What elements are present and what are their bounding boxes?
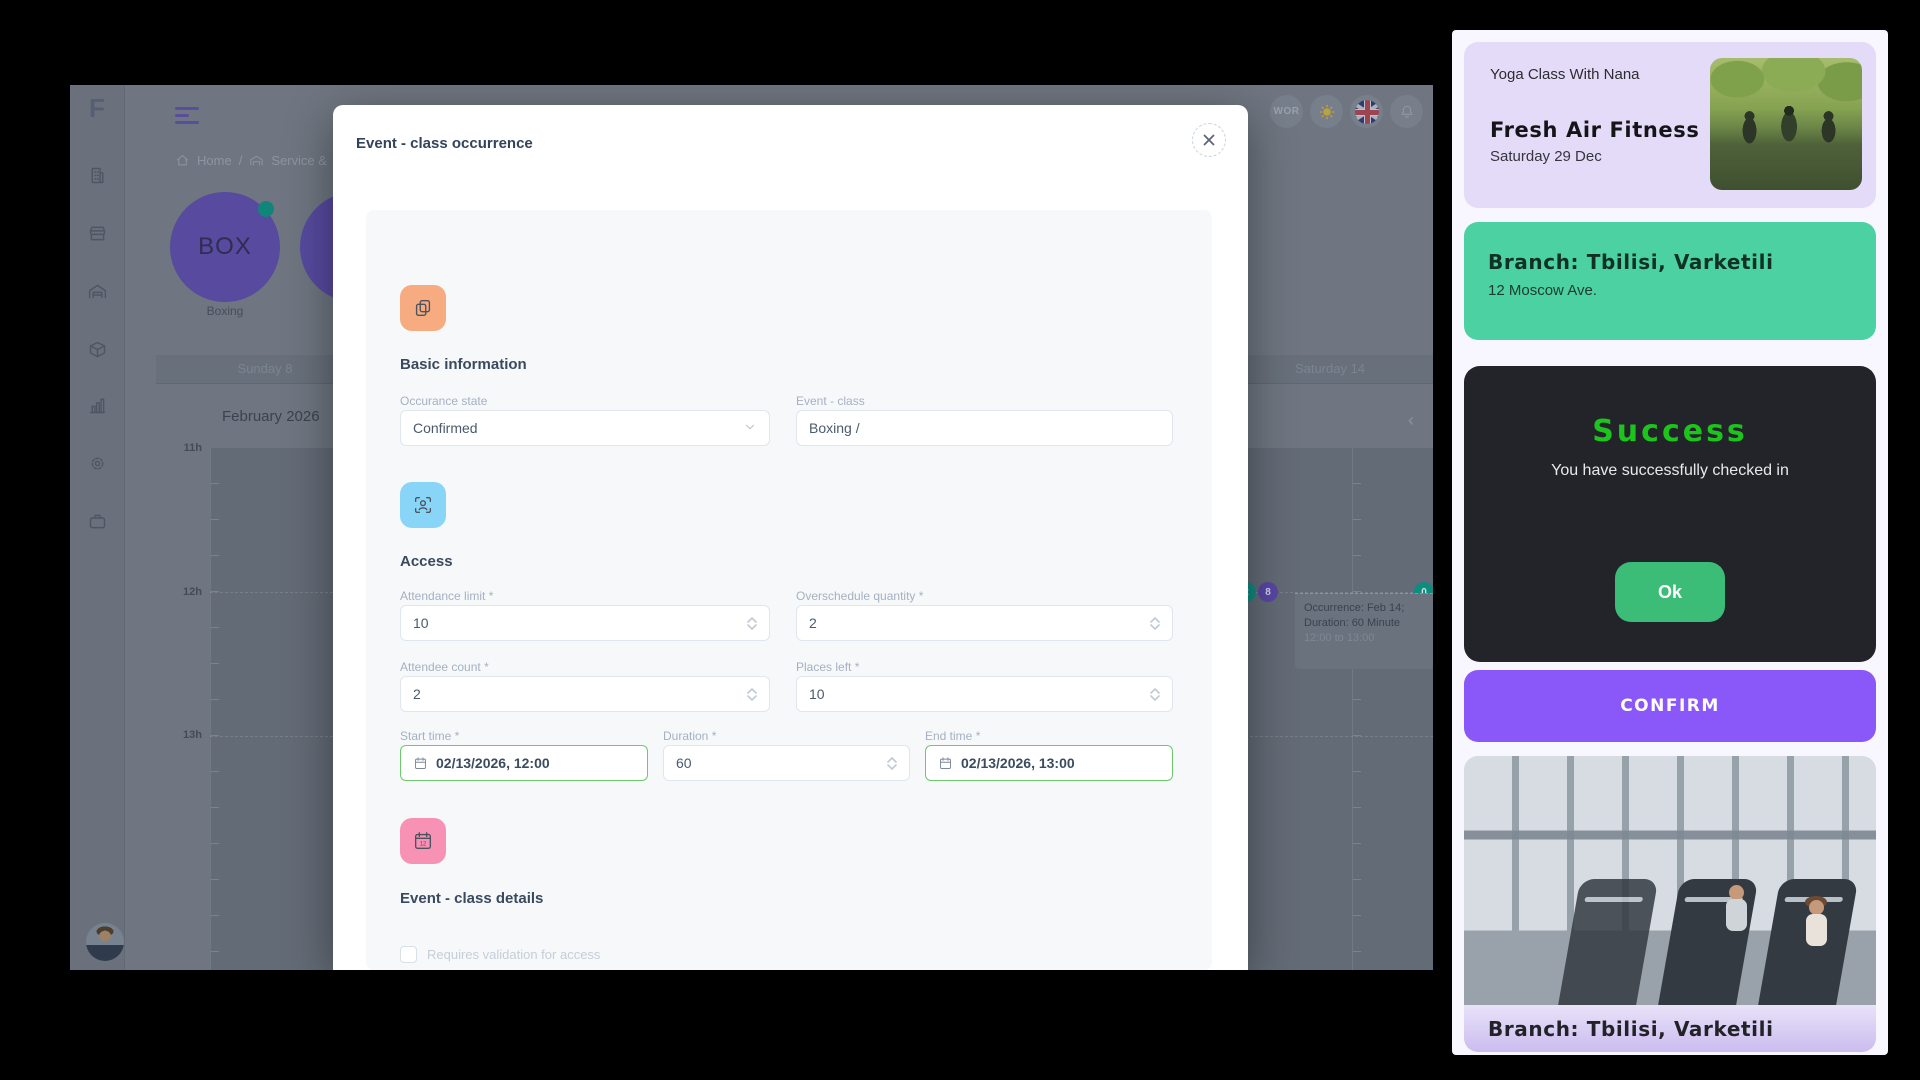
field-label: Occurance state xyxy=(400,394,488,408)
event-class-input-wrap xyxy=(796,410,1173,446)
breadcrumb: Home / Service & xyxy=(175,153,327,168)
storefront-icon[interactable] xyxy=(87,223,108,244)
stepper-icon[interactable] xyxy=(1150,687,1160,701)
calendar-month-label: February 2026 xyxy=(222,408,320,425)
checkbox-label: Requires validation for access xyxy=(427,947,601,962)
gear-icon[interactable] xyxy=(87,453,108,474)
field-label: Overschedule quantity * xyxy=(796,589,924,603)
places-left-input[interactable] xyxy=(809,686,1150,702)
end-time-field[interactable]: 02/13/2026, 13:00 xyxy=(925,745,1173,781)
attendee-count-input[interactable] xyxy=(413,686,747,702)
stepper-icon[interactable] xyxy=(887,756,897,770)
app-logo: F xyxy=(89,93,106,123)
confirm-button[interactable]: CONFIRM xyxy=(1464,670,1876,742)
status-dot xyxy=(258,201,274,217)
requires-validation-checkbox[interactable] xyxy=(400,946,417,963)
section-heading-access: Access xyxy=(400,553,453,570)
gym-card: Branch: Tbilisi, Varketili xyxy=(1464,756,1876,1052)
field-label: Start time * xyxy=(400,729,460,743)
branch-card: Branch: Tbilisi, Varketili 12 Moscow Ave… xyxy=(1464,222,1876,340)
overschedule-quantity-field xyxy=(796,605,1173,641)
class-info-card[interactable]: Yoga Class With Nana Fresh Air Fitness S… xyxy=(1464,42,1876,208)
ok-button[interactable]: Ok xyxy=(1615,562,1725,622)
breadcrumb-section[interactable]: Service & xyxy=(271,153,327,168)
uk-flag-icon[interactable] xyxy=(1350,95,1383,128)
warehouse-icon[interactable] xyxy=(87,281,108,302)
duration-input[interactable] xyxy=(676,755,887,771)
close-icon xyxy=(1203,134,1215,146)
gym-photo xyxy=(1464,756,1876,1019)
hour-label: 11h xyxy=(183,442,202,454)
hamburger-menu-icon[interactable] xyxy=(175,107,201,125)
start-time-field[interactable]: 02/13/2026, 12:00 xyxy=(400,745,648,781)
attendance-limit-field xyxy=(400,605,770,641)
field-label: Event - class xyxy=(796,394,865,408)
stepper-icon[interactable] xyxy=(1150,616,1160,630)
footer-branch: Branch: Tbilisi, Varketili xyxy=(1464,1005,1876,1052)
user-avatar[interactable] xyxy=(86,923,124,961)
workspace-badge[interactable]: WOR xyxy=(1270,95,1303,128)
branch-address: 12 Moscow Ave. xyxy=(1488,282,1597,299)
brand-name: Fresh Air Fitness xyxy=(1490,118,1700,142)
overschedule-quantity-input[interactable] xyxy=(809,615,1150,631)
section-heading-basic: Basic information xyxy=(400,356,527,373)
sidebar: F xyxy=(70,85,125,970)
stepper-icon[interactable] xyxy=(747,616,757,630)
building-icon[interactable] xyxy=(87,165,108,186)
section-heading-details: Event - class details xyxy=(400,890,544,907)
occurrence-event-card[interactable]: Occurrence: Feb 14; Duration: 60 Minute … xyxy=(1295,593,1433,669)
calendar-icon xyxy=(940,756,951,769)
bell-icon[interactable] xyxy=(1390,95,1423,128)
stepper-icon[interactable] xyxy=(747,687,757,701)
event-class-input[interactable] xyxy=(809,420,1160,436)
occurance-state-select[interactable]: Confirmed xyxy=(400,410,770,446)
field-label: Places left * xyxy=(796,660,860,674)
attendance-limit-input[interactable] xyxy=(413,615,747,631)
event-occurrence-modal: Event - class occurrence Basic informati… xyxy=(333,105,1248,970)
class-title: Yoga Class With Nana xyxy=(1490,66,1640,83)
class-date: Saturday 29 Dec xyxy=(1490,148,1602,165)
field-label: Attendee count * xyxy=(400,660,489,674)
package-icon[interactable] xyxy=(87,339,108,360)
duration-field xyxy=(663,745,910,781)
mobile-preview-panel: Yoga Class With Nana Fresh Air Fitness S… xyxy=(1452,30,1888,1055)
chevron-down-icon xyxy=(743,420,757,437)
places-left-field xyxy=(796,676,1173,712)
person-scan-icon xyxy=(400,482,446,528)
modal-form-panel: Basic information Occurance state Confir… xyxy=(366,210,1212,970)
success-title: Success xyxy=(1592,414,1748,449)
success-dialog: Success You have successfully checked in… xyxy=(1464,366,1876,662)
chevron-left-icon[interactable]: ‹ xyxy=(1408,410,1414,430)
hour-label: 12h xyxy=(183,586,202,598)
sun-icon[interactable] xyxy=(1310,95,1343,128)
briefcase-icon[interactable] xyxy=(87,511,108,532)
event-count-badge[interactable]: 8 xyxy=(1258,582,1278,602)
class-group-label: Boxing xyxy=(206,304,244,318)
topbar-right: WOR xyxy=(1270,95,1423,129)
field-label: Duration * xyxy=(663,729,717,743)
attendee-count-field xyxy=(400,676,770,712)
svg-text:12: 12 xyxy=(420,842,427,848)
app-window: F W xyxy=(70,85,1433,970)
branch-title: Branch: Tbilisi, Varketili xyxy=(1488,250,1774,274)
breadcrumb-home[interactable]: Home xyxy=(197,153,232,168)
yoga-class-photo xyxy=(1710,58,1862,190)
chart-icon[interactable] xyxy=(87,395,108,416)
modal-title: Event - class occurrence xyxy=(356,135,533,152)
requires-validation-row: Requires validation for access xyxy=(400,946,600,963)
calendar-12-icon: 12 xyxy=(400,818,446,864)
field-label: End time * xyxy=(925,729,981,743)
hour-label: 13h xyxy=(183,729,202,741)
home-icon xyxy=(177,155,188,166)
copy-icon xyxy=(400,285,446,331)
close-button[interactable] xyxy=(1192,123,1226,157)
section-icon xyxy=(250,155,263,166)
success-message: You have successfully checked in xyxy=(1551,462,1789,479)
day-header-saturday: Saturday 14 xyxy=(1294,361,1366,376)
field-label: Attendance limit * xyxy=(400,589,494,603)
day-header-sunday: Sunday 8 xyxy=(237,361,293,376)
calendar-icon xyxy=(415,756,426,769)
